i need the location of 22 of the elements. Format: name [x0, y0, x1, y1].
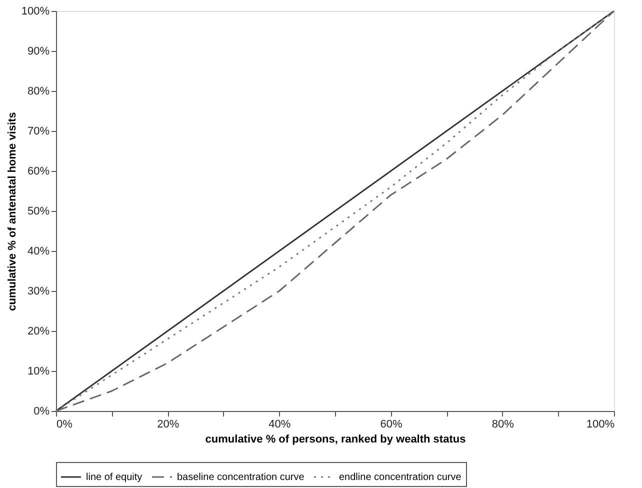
legend-label: endline concentration curve — [339, 472, 462, 483]
y-tick-label: 80% — [27, 86, 50, 98]
x-tick-label: 0% — [56, 418, 73, 430]
x-axis-title: cumulative % of persons, ranked by wealth status — [205, 434, 466, 446]
y-tick-label: 30% — [27, 286, 50, 298]
y-tick-label: 90% — [27, 46, 50, 58]
legend-label: line of equity — [86, 472, 142, 483]
legend-label: baseline concentration curve — [177, 472, 305, 483]
x-tick-label: 80% — [492, 418, 514, 430]
y-tick-label: 0% — [34, 406, 50, 418]
x-tick-label: 40% — [268, 418, 291, 430]
x-tick-label: 100% — [586, 418, 615, 430]
y-tick-label: 20% — [27, 326, 50, 338]
x-tick-label: 20% — [157, 418, 180, 430]
y-axis-title: cumulative % of antenatal home visits — [6, 112, 18, 311]
y-tick-label: 50% — [27, 206, 50, 218]
y-tick-label: 40% — [27, 246, 50, 258]
x-tick-label: 60% — [380, 418, 403, 430]
y-tick-label: 100% — [21, 6, 50, 18]
y-tick-label: 60% — [27, 166, 50, 178]
y-tick-label: 10% — [27, 366, 50, 378]
y-tick-label: 70% — [27, 126, 50, 138]
